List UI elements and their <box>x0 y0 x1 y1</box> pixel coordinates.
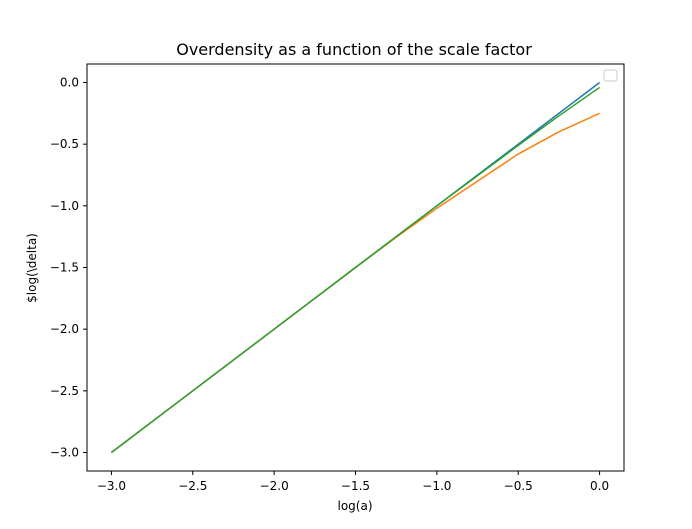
y-tick-label: −0.5 <box>50 137 79 151</box>
y-tick-label: −2.5 <box>50 384 79 398</box>
x-axis: −3.0 −2.5 −2.0 −1.5 −1.0 −0.5 0.0 <box>97 471 609 493</box>
series-group <box>110 81 601 454</box>
y-tick-label: −1.5 <box>50 261 79 275</box>
x-tick-label: −1.0 <box>422 479 451 493</box>
series-line-3 <box>110 86 601 454</box>
y-axis: −3.0 −2.5 −2.0 −1.5 −1.0 −0.5 0.0 <box>50 76 87 460</box>
y-tick-label: −2.0 <box>50 322 79 336</box>
chart-title: Overdensity as a function of the scale f… <box>176 40 532 59</box>
x-tick-label: −0.5 <box>504 479 533 493</box>
plot-area <box>110 81 601 454</box>
x-tick-label: 0.0 <box>590 479 609 493</box>
y-axis-label: $log(\delta) <box>25 233 39 303</box>
y-tick-label: 0.0 <box>60 76 79 90</box>
x-tick-label: −1.5 <box>341 479 370 493</box>
x-axis-label: log(a) <box>337 499 372 513</box>
x-tick-label: −2.0 <box>260 479 289 493</box>
x-tick-label: −2.5 <box>178 479 207 493</box>
y-tick-label: −1.0 <box>50 199 79 213</box>
series-line-2 <box>110 112 600 454</box>
legend-box <box>603 69 618 82</box>
y-tick-label: −3.0 <box>50 446 79 460</box>
x-tick-label: −3.0 <box>97 479 126 493</box>
